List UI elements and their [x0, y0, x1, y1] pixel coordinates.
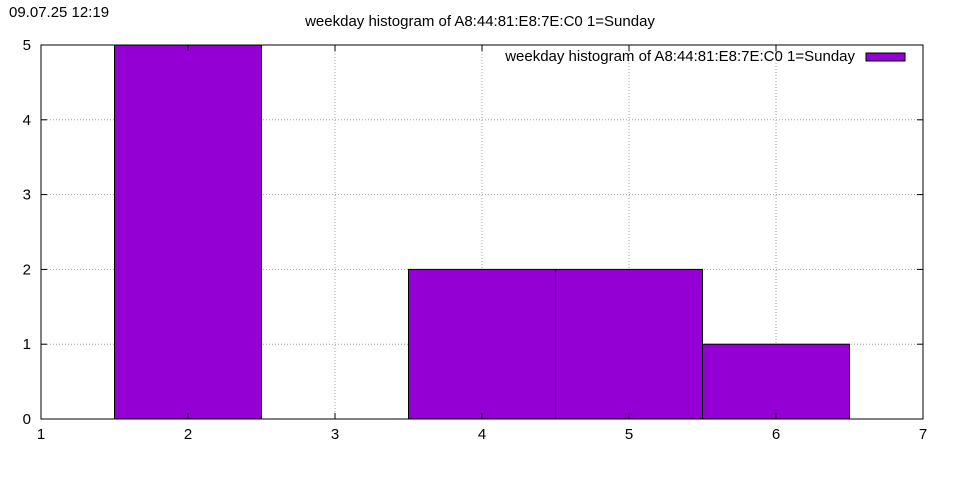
legend-swatch — [865, 52, 906, 62]
x-tick-label: 4 — [478, 426, 486, 443]
timestamp: 09.07.25 12:19 — [9, 4, 110, 21]
legend-label: weekday histogram of A8:44:81:E8:7E:C0 1… — [504, 48, 855, 65]
x-tick-label: 1 — [37, 426, 45, 443]
bar-weekday-6 — [702, 343, 850, 420]
x-tick-label: 5 — [625, 426, 633, 443]
y-tick-label: 1 — [23, 336, 31, 353]
bar-weekday-2 — [114, 44, 262, 420]
bars — [114, 44, 850, 420]
legend: weekday histogram of A8:44:81:E8:7E:C0 1… — [504, 48, 906, 65]
y-tick-label: 0 — [23, 411, 31, 428]
bar-weekday-5 — [555, 268, 703, 420]
y-tick-label: 2 — [23, 261, 31, 278]
x-tick-label: 3 — [331, 426, 339, 443]
y-tick-label: 3 — [23, 187, 31, 204]
x-tick-label: 2 — [184, 426, 192, 443]
bar-weekday-4 — [408, 268, 556, 420]
x-tick-label: 7 — [919, 426, 927, 443]
y-tick-label: 5 — [23, 37, 31, 54]
chart-title: weekday histogram of A8:44:81:E8:7E:C0 1… — [304, 13, 655, 30]
x-tick-label: 6 — [772, 426, 780, 443]
y-tick-label: 4 — [23, 112, 31, 129]
